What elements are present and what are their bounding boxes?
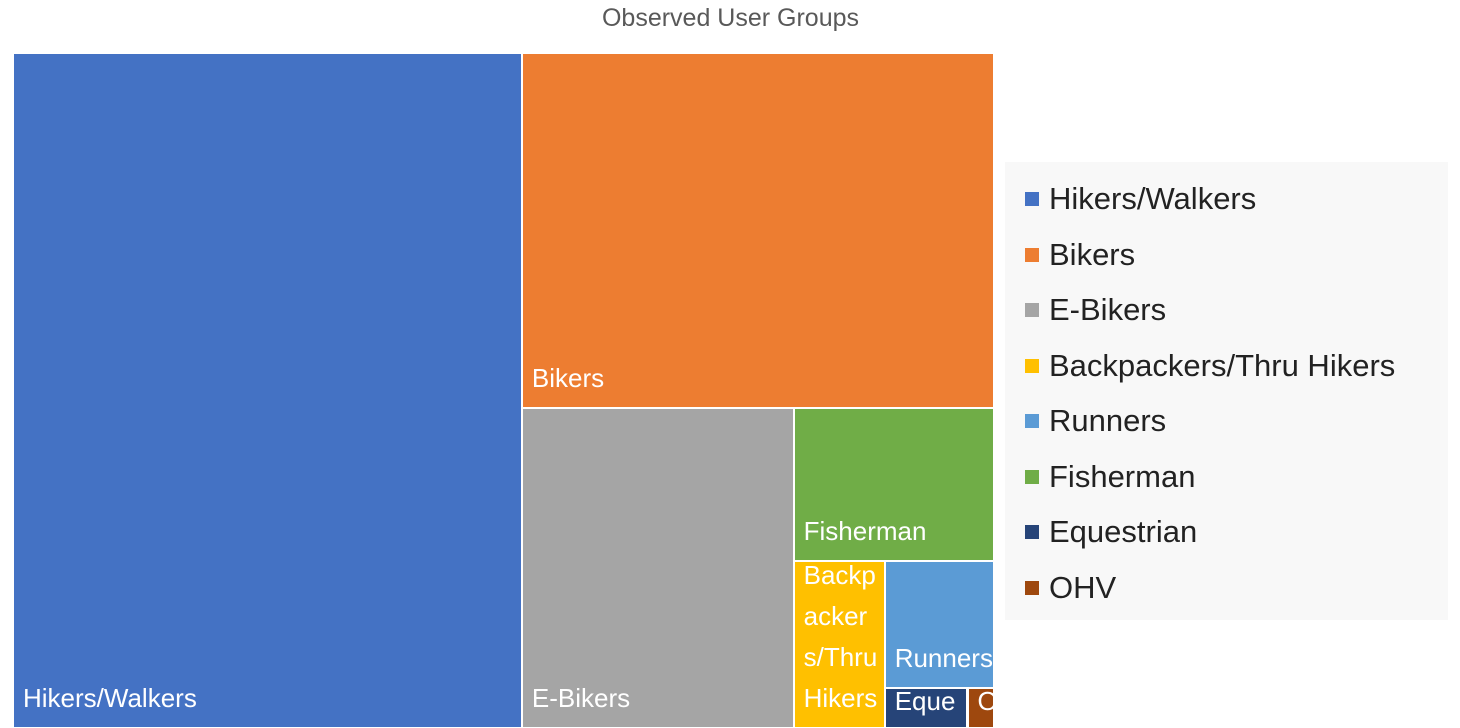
legend-swatch bbox=[1025, 358, 1039, 373]
legend-label: OHV bbox=[1049, 569, 1117, 605]
legend-label: Bikers bbox=[1049, 236, 1136, 272]
legend-swatch bbox=[1025, 525, 1039, 539]
legend-item: OHV bbox=[1025, 568, 1116, 608]
cell-label: Equestrian bbox=[894, 687, 959, 727]
cell-label: Bikers bbox=[531, 363, 605, 394]
treemap-cell: Backpackers/Thru Hikers bbox=[793, 560, 885, 728]
cell-label: Hikers/Walkers bbox=[23, 683, 197, 713]
legend-item: Equestrian bbox=[1025, 512, 1197, 552]
legend-item: Backpackers/Thru Hikers bbox=[1025, 346, 1395, 386]
legend-swatch bbox=[1025, 247, 1039, 262]
legend-swatch bbox=[1025, 192, 1039, 206]
cell-label: Backpackers/Thru Hikers bbox=[803, 560, 878, 713]
treemap-cell: Hikers/Walkers bbox=[13, 53, 522, 728]
legend-swatch bbox=[1025, 303, 1039, 317]
treemap-cell: Equestrian bbox=[884, 687, 968, 728]
cell-label: Runners bbox=[894, 642, 993, 673]
treemap-cell: Fisherman bbox=[793, 408, 994, 561]
legend-item: Bikers bbox=[1025, 235, 1135, 275]
cell-label: OHV bbox=[969, 689, 993, 727]
legend-item: Fisherman bbox=[1025, 457, 1195, 497]
legend-label: Hikers/Walkers bbox=[1049, 181, 1257, 216]
legend-label: Backpackers/Thru Hikers bbox=[1049, 347, 1396, 383]
legend-label: E-Bikers bbox=[1049, 292, 1167, 327]
treemap-cell: Runners bbox=[884, 560, 994, 688]
legend-swatch bbox=[1025, 469, 1039, 484]
legend-label: Equestrian bbox=[1049, 514, 1198, 549]
legend-swatch bbox=[1025, 580, 1039, 595]
legend: Hikers/Walkers Bikers E-Bikers Backpackers/… bbox=[1005, 162, 1448, 620]
legend-item: E-Bikers bbox=[1025, 290, 1166, 330]
legend-label: Runners bbox=[1049, 403, 1167, 438]
legend-item: Hikers/Walkers bbox=[1025, 179, 1256, 219]
treemap-cell: OHV bbox=[967, 687, 994, 728]
legend-label: Fisherman bbox=[1049, 458, 1196, 494]
cell-label: Fisherman bbox=[803, 515, 927, 546]
cell-label: E-Bikers bbox=[531, 682, 631, 713]
legend-swatch bbox=[1025, 414, 1039, 428]
chart-title: Observed User Groups bbox=[601, 4, 860, 32]
legend-item: Runners bbox=[1025, 401, 1166, 441]
treemap-cell: E-Bikers bbox=[521, 408, 794, 728]
treemap-cell: Bikers bbox=[521, 53, 994, 409]
plot-area: Hikers/Walkers Bikers E-Bikers Backpackers/… bbox=[13, 53, 994, 728]
